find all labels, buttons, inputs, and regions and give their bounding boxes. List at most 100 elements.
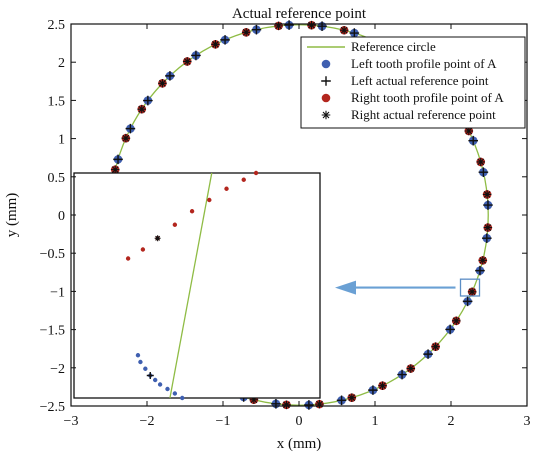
y-tick-label: 1.5 <box>48 94 66 109</box>
right-actual-reference-point <box>406 364 416 373</box>
x-tick-label: 0 <box>296 414 303 429</box>
inset-left-tooth-profile-point <box>143 366 148 371</box>
y-tick-label: 2.5 <box>48 18 66 33</box>
left-actual-reference-point <box>368 385 378 395</box>
right-actual-reference-point <box>110 165 120 174</box>
inset-right-actual-reference-point <box>154 235 161 242</box>
left-actual-reference-point <box>397 369 407 380</box>
legend: Reference circle Left tooth profile poin… <box>300 36 526 129</box>
inset-right-tooth-profile-point <box>140 247 146 252</box>
left-actual-reference-point <box>284 20 294 30</box>
inset-right-tooth-profile-point <box>207 197 212 203</box>
right-actual-reference-point <box>211 40 220 49</box>
y-tick-label: −1.5 <box>40 324 65 339</box>
axes-layer: −3 −2 −1 0 1 2 3 −2.5 −2 −1.5 −1 −0.5 0 0.5 1 1.5 2 2.5 <box>40 18 531 429</box>
inset-left-tooth-profile-point <box>135 353 141 358</box>
inset-right-tooth-profile-point <box>224 186 229 191</box>
inset-left-tooth-profile-point <box>152 377 158 383</box>
x-tick-label: 1 <box>372 414 379 429</box>
right-actual-reference-point <box>121 133 131 143</box>
right-actual-reference-point <box>476 157 486 167</box>
y-tick-label: −2.5 <box>40 400 65 415</box>
inset-left-tooth-profile-point <box>165 386 170 392</box>
left-actual-reference-point <box>125 123 136 134</box>
chart-title: Actual reference point <box>232 6 367 22</box>
zoom-inset-frame <box>73 172 321 399</box>
right-actual-reference-point <box>347 393 357 402</box>
y-tick-label: −1 <box>50 285 65 300</box>
zoom-region-box <box>459 278 481 297</box>
left-actual-reference-point <box>468 135 478 146</box>
legend-entry-reference-circle: Reference circle <box>351 39 436 54</box>
right-actual-reference-point <box>378 381 387 390</box>
inset-right-tooth-profile-point <box>241 177 246 182</box>
legend-marker-right-profile-point <box>321 93 331 103</box>
left-actual-reference-point <box>423 349 433 359</box>
right-actual-reference-point <box>249 395 259 405</box>
left-actual-reference-point <box>336 395 347 406</box>
x-tick-label: −1 <box>216 414 231 429</box>
left-actual-reference-point <box>113 154 123 165</box>
left-actual-reference-point <box>483 200 493 210</box>
y-tick-label: 2 <box>58 56 65 71</box>
inset-right-tooth-profile-point <box>125 256 131 261</box>
inset-reference-circle-line <box>169 172 213 399</box>
x-tick-label: −3 <box>64 414 79 429</box>
right-actual-reference-point <box>467 287 477 297</box>
left-actual-reference-point <box>191 50 201 61</box>
legend-entry-left-reference-points: Left actual reference point <box>351 73 489 88</box>
y-tick-label: −2 <box>50 362 65 377</box>
right-actual-reference-point <box>274 21 283 31</box>
y-tick-label: −0.5 <box>40 247 65 262</box>
x-tick-label: 2 <box>448 414 455 429</box>
right-actual-reference-point <box>451 316 461 326</box>
inset-left-actual-reference-point <box>146 372 154 379</box>
left-actual-reference-point <box>462 296 473 307</box>
inset-right-tooth-profile-point <box>189 209 195 214</box>
x-axis-label: x (mm) <box>277 436 322 452</box>
left-actual-reference-point <box>317 21 327 31</box>
right-actual-reference-point <box>431 342 440 351</box>
inset-right-tooth-profile-point <box>172 222 178 227</box>
inset-left-tooth-profile-point <box>138 359 143 365</box>
left-actual-reference-point <box>475 265 485 276</box>
left-actual-reference-point <box>143 95 153 106</box>
left-actual-reference-point <box>482 233 492 243</box>
right-actual-reference-point <box>482 190 492 199</box>
right-actual-reference-point <box>483 223 493 232</box>
legend-marker-left-reference-point <box>321 76 331 86</box>
zoom-arrow-head <box>335 280 356 295</box>
left-actual-reference-point <box>220 35 230 45</box>
legend-marker-right-reference-point <box>321 110 331 120</box>
left-actual-reference-point <box>165 71 175 81</box>
right-actual-reference-point <box>241 28 251 37</box>
legend-entry-right-reference-points: Right actual reference point <box>351 107 496 122</box>
right-actual-reference-point <box>282 400 291 410</box>
y-tick-label: 0.5 <box>48 171 66 186</box>
inset-left-tooth-profile-point <box>172 391 178 396</box>
left-actual-reference-point <box>349 28 360 38</box>
legend-marker-left-profile-point <box>321 59 331 69</box>
right-actual-reference-point <box>464 126 474 136</box>
right-actual-reference-point <box>307 20 316 30</box>
legend-markers <box>307 46 345 120</box>
legend-box <box>300 36 526 129</box>
inset-right-tooth-profile-point <box>253 170 259 176</box>
right-actual-reference-point <box>315 399 324 409</box>
inset-left-tooth-profile-point <box>180 395 185 401</box>
left-actual-reference-point <box>271 399 281 409</box>
zoom-inset <box>73 170 321 401</box>
right-actual-reference-point <box>339 25 349 35</box>
right-actual-reference-point <box>137 104 147 114</box>
x-tick-label: −2 <box>140 414 155 429</box>
legend-entry-left-profile-points: Left tooth profile point of A <box>351 56 497 71</box>
y-tick-label: 1 <box>58 133 65 148</box>
left-actual-reference-point <box>445 324 455 335</box>
left-actual-reference-point <box>478 167 489 178</box>
legend-entry-right-profile-points: Right tooth profile point of A <box>351 90 504 105</box>
left-actual-reference-point <box>304 400 314 410</box>
y-tick-label: 0 <box>58 209 65 224</box>
inset-left-tooth-profile-point <box>157 382 163 387</box>
